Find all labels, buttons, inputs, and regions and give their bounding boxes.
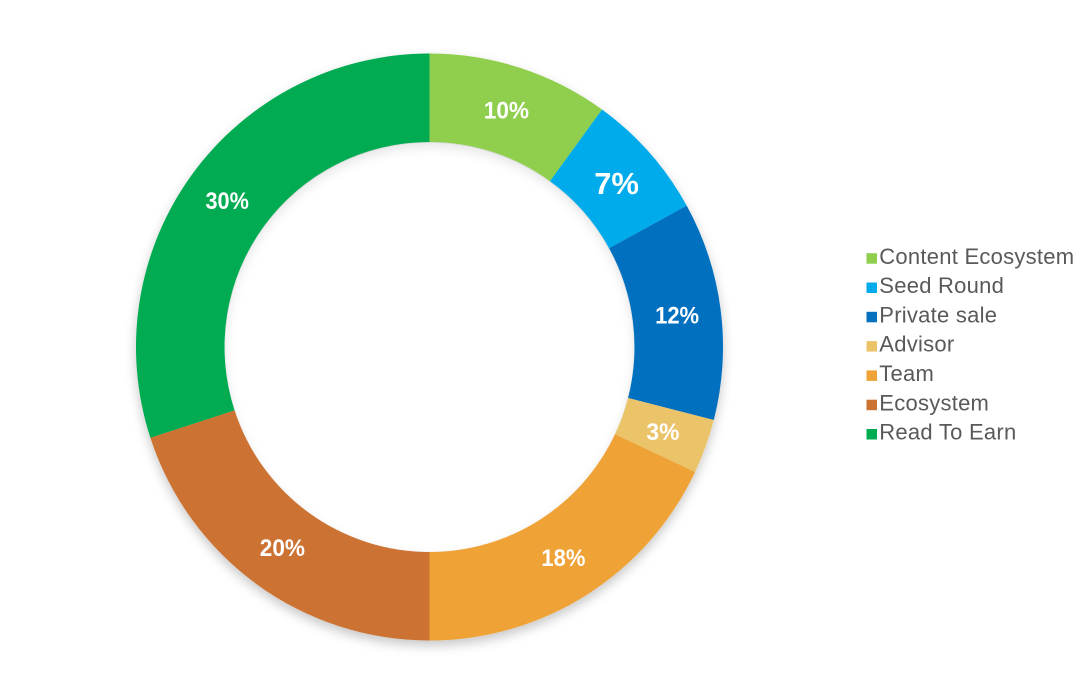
svg-text:Ecosystem: Ecosystem [879, 390, 989, 415]
svg-text:18%: 18% [541, 545, 585, 572]
svg-text:Read To Earn: Read To Earn [879, 420, 1016, 445]
svg-text:7%: 7% [594, 166, 639, 201]
svg-text:12%: 12% [655, 303, 699, 330]
svg-text:10%: 10% [484, 97, 529, 124]
svg-text:20%: 20% [260, 535, 305, 562]
svg-text:Seed Round: Seed Round [879, 273, 1004, 298]
svg-text:Private sale: Private sale [879, 302, 997, 327]
svg-text:Content Ecosystem: Content Ecosystem [879, 244, 1074, 269]
svg-text:Advisor: Advisor [879, 332, 954, 357]
svg-text:Team: Team [879, 361, 934, 386]
svg-text:30%: 30% [206, 188, 249, 215]
svg-text:3%: 3% [646, 419, 679, 446]
